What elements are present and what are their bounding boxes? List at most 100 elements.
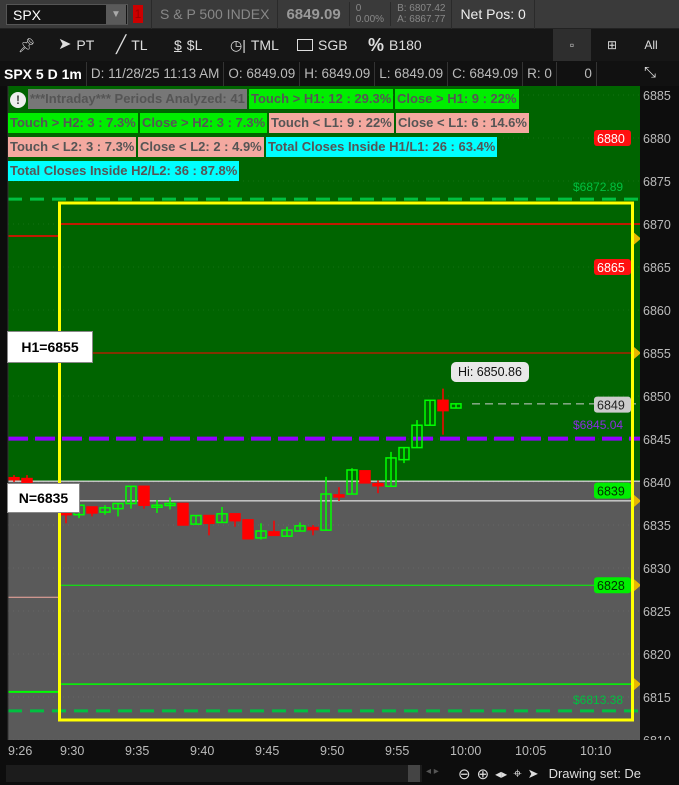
- candle: [164, 502, 176, 507]
- stat-badge: ***Intraday*** Periods Analyzed: 41: [28, 89, 247, 109]
- bid-ask: B: 6807.42 A: 6867.77: [390, 2, 451, 26]
- info-high: H: 6849.09: [300, 62, 376, 86]
- price-marker-label: 6828: [597, 579, 625, 593]
- stat-badge: Touch < L1: 9 : 22%: [269, 113, 394, 133]
- info-low: L: 6849.09: [375, 62, 449, 86]
- trendline-icon: ╱: [116, 35, 127, 54]
- symbol-input[interactable]: SPX ▼: [6, 3, 128, 25]
- info-volume: 0: [557, 62, 597, 86]
- chart-info-row: SPX 5 D 1m D: 11/28/25 11:13 AM O: 6849.…: [0, 62, 640, 86]
- tool-label: TL: [131, 37, 148, 53]
- info-date: D: 11/28/25 11:13 AM: [87, 62, 225, 86]
- tool-label: B180: [389, 37, 422, 53]
- cursor-icon[interactable]: ➤: [527, 765, 539, 781]
- level-arrow: [634, 232, 641, 245]
- candle: [411, 424, 423, 449]
- h1-label[interactable]: H1=6855: [7, 331, 93, 363]
- price-marker: [594, 396, 631, 413]
- price-tick: 6855: [643, 347, 671, 361]
- time-tick: 9:55: [385, 744, 410, 758]
- level-arrow: [634, 347, 641, 359]
- lower-dashed-label: $6813.38: [573, 693, 624, 707]
- candle: [437, 399, 449, 412]
- expand-icon[interactable]: ⤡: [644, 64, 657, 81]
- scroll-arrows[interactable]: ◂ ▸: [426, 766, 439, 777]
- scroll-bar-area: ◂ ▸ ⊖ ⊕ ◂▸ ⌖ ➤ Drawing set: De: [0, 762, 679, 785]
- alert-badge[interactable]: 1: [133, 5, 143, 23]
- candle: [398, 446, 410, 461]
- scroll-thumb[interactable]: [408, 765, 420, 782]
- candle: [112, 502, 124, 510]
- price-marker-label: 6839: [597, 485, 625, 499]
- candle: [138, 485, 150, 506]
- price-marker: [594, 259, 631, 275]
- tool-label: SGB: [318, 37, 348, 53]
- candle: [346, 469, 358, 495]
- time-tick: 9:40: [190, 744, 215, 758]
- level-arrow: [634, 494, 641, 507]
- price-tick: 6875: [643, 175, 671, 189]
- info-open: O: 6849.09: [224, 62, 301, 86]
- alert-icon[interactable]: !: [10, 92, 26, 108]
- candle: [190, 514, 202, 525]
- info-close: C: 6849.09: [448, 62, 524, 86]
- price-tick: 6820: [643, 648, 671, 662]
- single-layout-button[interactable]: ▫: [553, 29, 591, 61]
- crosshair-icon[interactable]: ⌖: [513, 765, 522, 782]
- candle: [229, 513, 241, 522]
- time-tick: 10:05: [515, 744, 547, 758]
- info-range: R: 0: [523, 62, 557, 86]
- chart-title: SPX 5 D 1m: [0, 62, 87, 86]
- rectangle-icon: [297, 39, 313, 51]
- change-pct: 0.00%: [355, 14, 385, 25]
- price-tick: 6870: [643, 218, 671, 232]
- tool-tml[interactable]: ◷| TML: [230, 29, 279, 61]
- pan-icon[interactable]: ◂▸: [495, 766, 508, 781]
- tool-price-level[interactable]: $ $L: [174, 29, 202, 61]
- high-bubble: Hi: 6850.86: [451, 362, 529, 382]
- timer-icon: ◷|: [230, 37, 246, 53]
- quote-bar: SPX ▼ 1 S & P 500 INDEX 6849.09 0 0.00% B:…: [0, 0, 679, 29]
- change: 0: [355, 3, 362, 14]
- tool-tl[interactable]: ╱ TL: [116, 29, 148, 61]
- candle: [307, 526, 319, 531]
- tool-label: TML: [250, 37, 279, 53]
- price-tick: 6880: [643, 132, 671, 146]
- stat-badge: Touch > H2: 3 : 7.3%: [8, 113, 138, 133]
- zoom-out-icon[interactable]: ⊖: [458, 765, 471, 783]
- candle: [450, 403, 462, 409]
- upper-dashed-label: $6872.89: [573, 180, 624, 194]
- drawing-set[interactable]: Drawing set: De: [548, 766, 642, 781]
- zoom-in-icon[interactable]: ⊕: [476, 765, 490, 783]
- tool-label: PT: [76, 37, 95, 53]
- price-tick: 6810: [643, 734, 671, 740]
- price-tick: 6830: [643, 562, 671, 576]
- n-label[interactable]: N=6835: [7, 483, 80, 513]
- candle: [359, 470, 371, 484]
- tool-label: $L: [186, 37, 203, 53]
- pin-icon: 📌︎: [18, 37, 36, 53]
- tool-b180[interactable]: % B180: [368, 29, 422, 61]
- lower-zone: [8, 481, 640, 740]
- level-arrow: [634, 678, 641, 691]
- candle: [320, 493, 332, 531]
- pin-button[interactable]: 📌︎: [18, 29, 36, 61]
- candle: [99, 507, 111, 513]
- stat-badge: Total Closes Inside H1/L1: 26 : 63.4%: [266, 137, 498, 157]
- tool-sgb[interactable]: SGB: [297, 29, 348, 61]
- candle: [216, 513, 228, 524]
- all-layout-button[interactable]: All: [644, 38, 658, 52]
- grid-layout-button[interactable]: ⊞: [593, 29, 631, 61]
- time-tick: 10:00: [450, 744, 482, 758]
- stat-badge: Close > H1: 9 : 22%: [395, 89, 519, 109]
- chevron-down-icon[interactable]: ▼: [106, 4, 126, 24]
- level-arrow: [634, 579, 641, 592]
- price-marker-label: 6880: [597, 132, 625, 146]
- price-tick: 6825: [643, 605, 671, 619]
- horizontal-scrollbar[interactable]: [6, 765, 422, 782]
- candle: [86, 506, 98, 514]
- price-chart[interactable]: 6885 6880 6875 6870 6865 6860 6855 6850 6845 6840…: [0, 86, 679, 740]
- time-tick: 9:45: [255, 744, 280, 758]
- tool-pt[interactable]: ➤ PT: [58, 29, 94, 61]
- grid-layout-icon: ⊞: [606, 38, 618, 52]
